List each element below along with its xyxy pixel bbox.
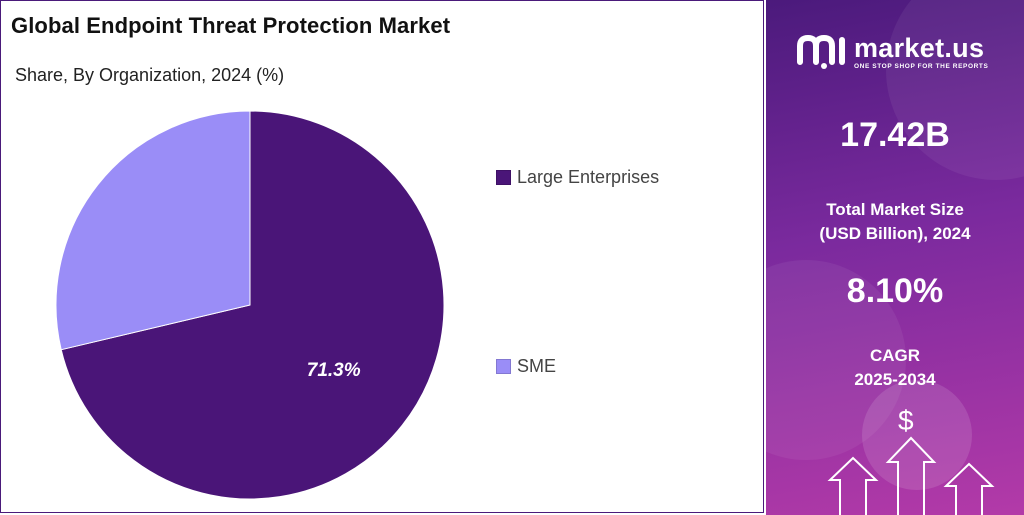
brand-tagline: ONE STOP SHOP FOR THE REPORTS <box>854 63 989 70</box>
legend-label-large-enterprises: Large Enterprises <box>517 167 660 187</box>
market-size-label-line1: Total Market Size <box>826 200 964 219</box>
chart-panel: Global Endpoint Threat Protection Market… <box>0 0 764 513</box>
cagr-label-line2: 2025-2034 <box>854 370 936 389</box>
decor-circle <box>862 380 972 490</box>
pie-chart: 71.3% <box>55 110 445 500</box>
up-arrow-icon <box>827 436 995 515</box>
pie-slice-large-enterprises <box>60 110 445 500</box>
summary-panel: market.us ONE STOP SHOP FOR THE REPORTS … <box>766 0 1024 515</box>
legend-label-sme: SME <box>517 356 557 376</box>
brand-name: market.us <box>854 33 985 63</box>
market-us-logo-icon <box>797 34 845 69</box>
market-size-value: 17.42B <box>840 116 950 154</box>
legend-item-sme: SME <box>496 356 556 377</box>
cagr-value: 8.10% <box>846 272 944 310</box>
cagr-label-line1: CAGR <box>869 346 921 365</box>
chart-title: Global Endpoint Threat Protection Market <box>11 13 451 38</box>
dollar-icon: $ <box>898 405 914 436</box>
brand-logo: market.us ONE STOP SHOP FOR THE REPORTS <box>796 32 988 72</box>
chart-subtitle: Share, By Organization, 2024 (%) <box>15 65 285 85</box>
pie-data-label: 71.3% <box>307 360 361 381</box>
legend-swatch-large-enterprises <box>496 170 511 185</box>
legend-item-large-enterprises: Large Enterprises <box>496 167 659 188</box>
pie-slice-sme <box>55 110 251 351</box>
legend-swatch-sme <box>496 359 511 374</box>
market-size-label-line2: (USD Billion), 2024 <box>819 224 971 243</box>
